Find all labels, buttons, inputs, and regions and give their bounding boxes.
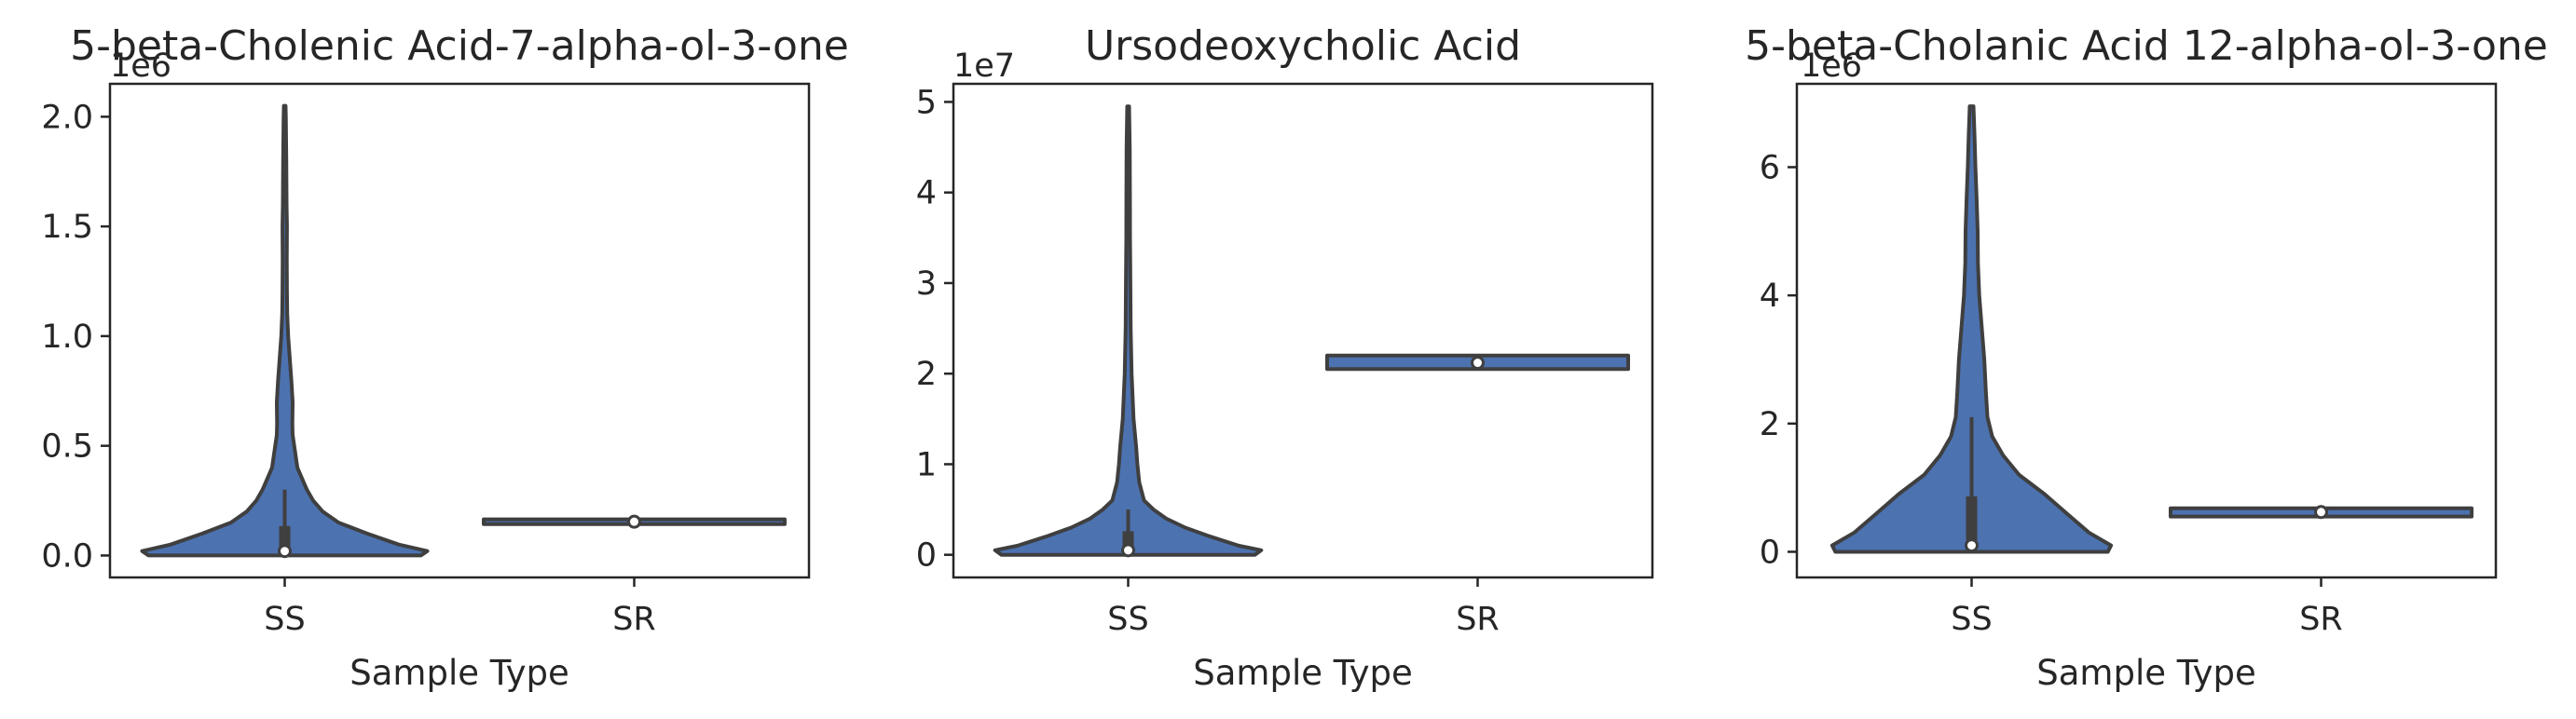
y-tick-label: 6 [1760,149,1780,186]
y-tick-label: 1.5 [41,209,93,246]
chart-title: Ursodeoxycholic Acid [1085,22,1521,70]
y-tick-label: 3 [916,265,937,303]
y-axis-offset-label: 1e6 [110,47,171,85]
violin-median-dot [627,514,641,529]
x-tick-label: SR [612,601,656,638]
violin-median-dot [1471,356,1485,371]
y-tick-label: 0.5 [41,428,93,466]
chart-title: 5-beta-Cholanic Acid 12-alpha-ol-3-one [1745,22,2548,70]
x-tick-label: SS [1107,601,1148,638]
y-tick-label: 0 [916,537,937,575]
y-axis-offset-label: 1e7 [953,47,1015,85]
y-tick-label: 0.0 [41,537,93,575]
chart-panel-1: 5-beta-Cholenic Acid-7-alpha-ol-3-one 1e… [41,22,849,693]
y-tick-label: 2.0 [41,99,93,136]
x-axis-label: Sample Type [1193,653,1412,693]
x-axis-label: Sample Type [349,653,569,693]
violin-ss [1829,104,2114,554]
y-tick-label: 4 [1760,278,1780,315]
x-tick-label: SR [2299,601,2343,638]
chart-panel-3: 5-beta-Cholanic Acid 12-alpha-ol-3-one 1… [1745,22,2548,693]
y-tick-label: 2 [916,356,937,393]
violin-median-dot [1121,543,1135,558]
x-tick-label: SR [1456,601,1500,638]
plot-area: 0.0 0.5 1.0 1.5 2.0 SS SR [41,82,811,638]
violin-median-dot [278,544,292,559]
plot-area: 0 1 2 3 4 5 SS SR [916,82,1654,638]
y-axis-offset-label: 1e6 [1801,47,1862,85]
y-tick-label: 5 [916,84,937,121]
y-tick-label: 4 [916,175,937,212]
violin-median-dot [2314,505,2328,520]
violin-iqr-box [1966,495,1978,550]
violin-ss [993,104,1264,557]
y-tick-label: 1.0 [41,319,93,356]
plot-area: 0 2 4 6 SS SR [1760,82,2498,638]
axes-frame [108,82,811,579]
violin-median-dot [1965,538,1979,553]
y-tick-label: 2 [1760,406,1780,443]
y-tick-label: 1 [916,446,937,483]
x-tick-label: SS [264,601,305,638]
axes-frame [1795,82,2498,579]
violin-ss [140,103,430,558]
chart-title: 5-beta-Cholenic Acid-7-alpha-ol-3-one [70,22,849,70]
chart-panel-2: Ursodeoxycholic Acid 1e7 Sample Type 0 1 2… [916,22,1654,693]
x-tick-label: SS [1951,601,1992,638]
axes-frame [952,82,1654,579]
y-tick-label: 0 [1760,534,1780,571]
x-axis-label: Sample Type [2036,653,2255,693]
